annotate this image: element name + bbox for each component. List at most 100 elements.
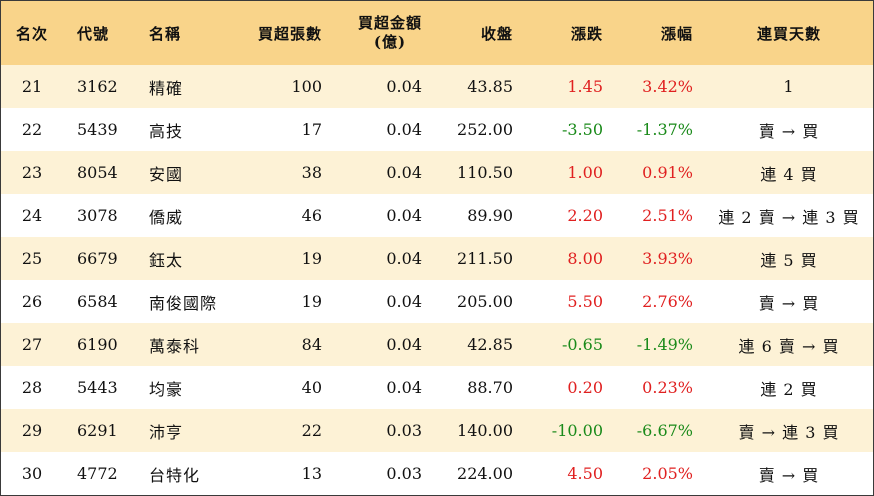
table-row: 24 3078 僑威 46 0.04 89.90 2.20 2.51% 連 2 賣 → 連 3 … — [1, 194, 873, 237]
rank-cell: 22 — [1, 108, 63, 151]
header-streak: 連買天數 — [705, 1, 873, 65]
streak-cell: 1 — [705, 65, 873, 108]
net-buy-lots-cell: 46 — [230, 194, 334, 237]
table-row: 23 8054 安國 38 0.04 110.50 1.00 0.91% 連 4 買 — [1, 151, 873, 194]
table-row: 30 4772 台特化 13 0.03 224.00 4.50 2.05% 賣 → 買 — [1, 452, 873, 495]
name-cell: 台特化 — [135, 452, 230, 495]
streak-cell: 連 4 買 — [705, 151, 873, 194]
change-pct-cell: 3.42% — [615, 65, 705, 108]
name-cell: 南俊國際 — [135, 280, 230, 323]
code-cell: 3078 — [63, 194, 135, 237]
change-cell: 2.20 — [525, 194, 615, 237]
change-cell: 5.50 — [525, 280, 615, 323]
code-cell: 4772 — [63, 452, 135, 495]
name-cell: 高技 — [135, 108, 230, 151]
rank-cell: 21 — [1, 65, 63, 108]
close-cell: 89.90 — [434, 194, 525, 237]
net-buy-lots-cell: 84 — [230, 323, 334, 366]
change-pct-cell: 2.76% — [615, 280, 705, 323]
rank-cell: 29 — [1, 409, 63, 452]
name-cell: 均豪 — [135, 366, 230, 409]
table-row: 27 6190 萬泰科 84 0.04 42.85 -0.65 -1.49% 連 6 賣 → 買 — [1, 323, 873, 366]
header-code: 代號 — [63, 1, 135, 65]
net-buy-lots-cell: 100 — [230, 65, 334, 108]
change-cell: 4.50 — [525, 452, 615, 495]
streak-cell: 賣 → 買 — [705, 452, 873, 495]
change-pct-cell: -1.37% — [615, 108, 705, 151]
net-buy-lots-cell: 22 — [230, 409, 334, 452]
name-cell: 精確 — [135, 65, 230, 108]
table-row: 28 5443 均豪 40 0.04 88.70 0.20 0.23% 連 2 買 — [1, 366, 873, 409]
rank-cell: 26 — [1, 280, 63, 323]
header-rank: 名次 — [1, 1, 63, 65]
net-buy-lots-cell: 17 — [230, 108, 334, 151]
header-net-buy-amount-line1: 買超金額 — [357, 14, 422, 32]
change-pct-cell: 0.23% — [615, 366, 705, 409]
header-net-buy-amount-line2: (億) — [373, 33, 407, 51]
change-cell: 1.45 — [525, 65, 615, 108]
header-name: 名稱 — [135, 1, 230, 65]
code-cell: 6190 — [63, 323, 135, 366]
table-row: 26 6584 南俊國際 19 0.04 205.00 5.50 2.76% 賣 → 買 — [1, 280, 873, 323]
streak-cell: 賣 → 連 3 買 — [705, 409, 873, 452]
close-cell: 205.00 — [434, 280, 525, 323]
name-cell: 鈺太 — [135, 237, 230, 280]
code-cell: 6679 — [63, 237, 135, 280]
rank-cell: 28 — [1, 366, 63, 409]
streak-cell: 連 5 買 — [705, 237, 873, 280]
close-cell: 42.85 — [434, 323, 525, 366]
header-net-buy-amount-stack: 買超金額 (億) — [358, 14, 422, 52]
close-cell: 110.50 — [434, 151, 525, 194]
change-pct-cell: 2.05% — [615, 452, 705, 495]
net-buy-amount-cell: 0.03 — [334, 452, 434, 495]
net-buy-lots-cell: 40 — [230, 366, 334, 409]
streak-cell: 連 2 賣 → 連 3 買 — [705, 194, 873, 237]
net-buy-amount-cell: 0.04 — [334, 280, 434, 323]
close-cell: 211.50 — [434, 237, 525, 280]
name-cell: 僑威 — [135, 194, 230, 237]
code-cell: 6291 — [63, 409, 135, 452]
streak-cell: 連 2 買 — [705, 366, 873, 409]
streak-cell: 賣 → 買 — [705, 280, 873, 323]
table-row: 29 6291 沛亨 22 0.03 140.00 -10.00 -6.67% 賣 → 連 3 … — [1, 409, 873, 452]
change-pct-cell: 3.93% — [615, 237, 705, 280]
code-cell: 8054 — [63, 151, 135, 194]
streak-cell: 連 6 賣 → 買 — [705, 323, 873, 366]
table-header-row: 名次 代號 名稱 買超張數 買超金額 (億) 收盤 漲跌 漲幅 連買天數 — [1, 1, 873, 65]
rank-cell: 23 — [1, 151, 63, 194]
header-net-buy-amount: 買超金額 (億) — [334, 1, 434, 65]
table-row: 22 5439 高技 17 0.04 252.00 -3.50 -1.37% 賣 → 買 — [1, 108, 873, 151]
change-cell: -10.00 — [525, 409, 615, 452]
rank-cell: 27 — [1, 323, 63, 366]
table-row: 25 6679 鈺太 19 0.04 211.50 8.00 3.93% 連 5 買 — [1, 237, 873, 280]
header-close: 收盤 — [434, 1, 525, 65]
rank-cell: 25 — [1, 237, 63, 280]
table-body: 21 3162 精確 100 0.04 43.85 1.45 3.42% 1 22 5439 高技 17… — [1, 65, 873, 495]
streak-cell: 賣 → 買 — [705, 108, 873, 151]
close-cell: 252.00 — [434, 108, 525, 151]
name-cell: 沛亨 — [135, 409, 230, 452]
net-buy-amount-cell: 0.04 — [334, 366, 434, 409]
change-pct-cell: -6.67% — [615, 409, 705, 452]
name-cell: 安國 — [135, 151, 230, 194]
net-buy-lots-cell: 38 — [230, 151, 334, 194]
code-cell: 6584 — [63, 280, 135, 323]
net-buy-amount-cell: 0.04 — [334, 323, 434, 366]
net-buy-amount-cell: 0.04 — [334, 237, 434, 280]
close-cell: 43.85 — [434, 65, 525, 108]
net-buy-amount-cell: 0.04 — [334, 65, 434, 108]
header-change: 漲跌 — [525, 1, 615, 65]
header-net-buy-lots: 買超張數 — [230, 1, 334, 65]
net-buy-lots-cell: 19 — [230, 280, 334, 323]
rank-cell: 30 — [1, 452, 63, 495]
close-cell: 224.00 — [434, 452, 525, 495]
change-cell: -3.50 — [525, 108, 615, 151]
name-cell: 萬泰科 — [135, 323, 230, 366]
change-cell: 8.00 — [525, 237, 615, 280]
net-buy-amount-cell: 0.03 — [334, 409, 434, 452]
change-cell: 1.00 — [525, 151, 615, 194]
close-cell: 88.70 — [434, 366, 525, 409]
rank-cell: 24 — [1, 194, 63, 237]
net-buy-lots-cell: 13 — [230, 452, 334, 495]
table-row: 21 3162 精確 100 0.04 43.85 1.45 3.42% 1 — [1, 65, 873, 108]
